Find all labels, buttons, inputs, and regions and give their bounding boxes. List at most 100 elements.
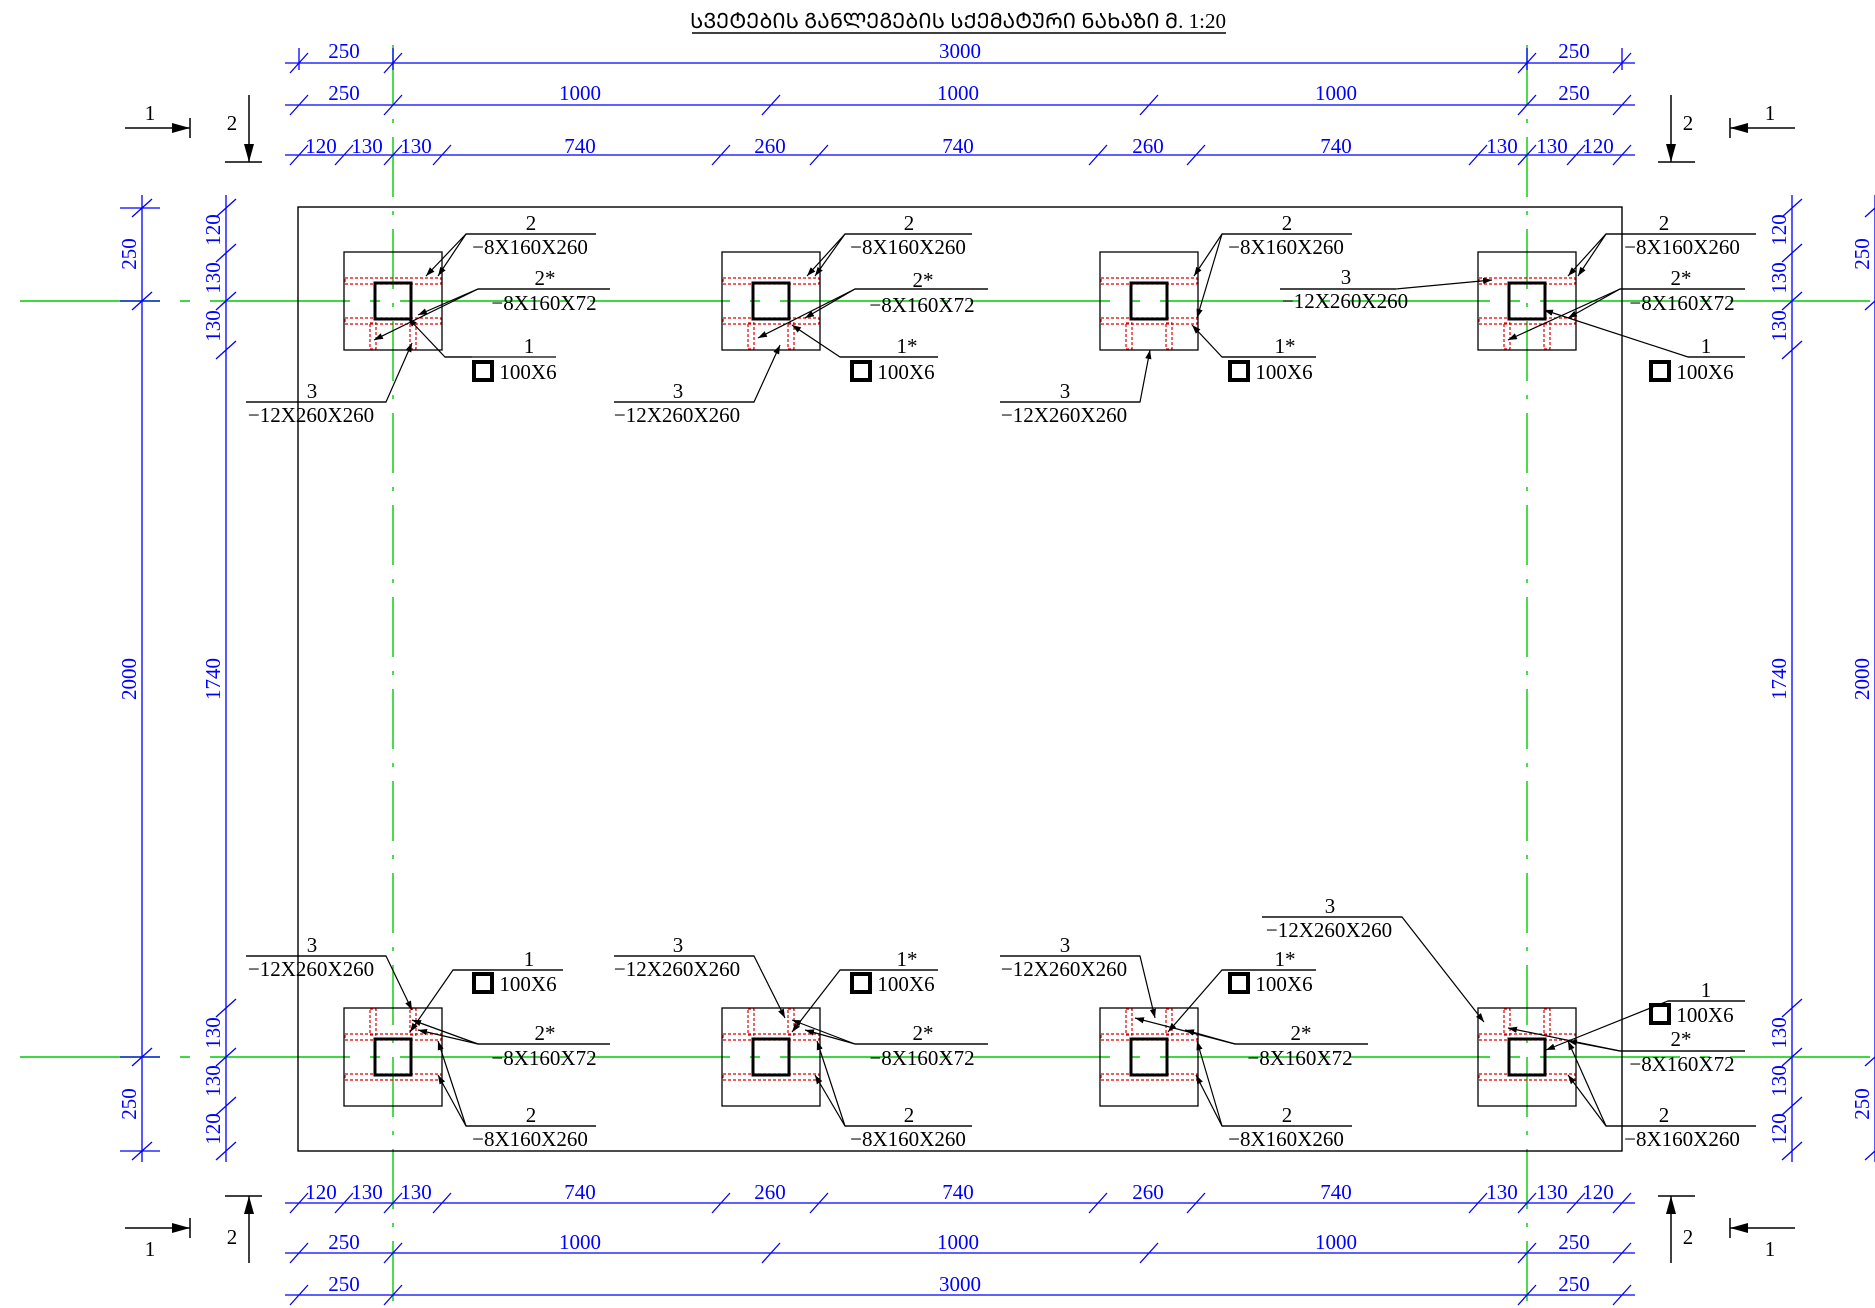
ann-n3-astar: 1* [1275,334,1296,358]
column-node-8 [1477,1007,1577,1107]
base-plate [1477,251,1577,351]
dim-span-3-top: 1000 [937,81,979,105]
dim-v-outer-right-3: 250 [1850,1088,1874,1120]
dim-detail-6-bottom: 740 [942,1180,974,1204]
ann-n8-plate72: −8X160X72 [1629,1052,1734,1076]
ann-n7-base: −12X260X260 [1001,957,1127,981]
ann-n2-bstar: 2* [913,268,934,292]
square-tube-icon [1649,1003,1671,1025]
dim-span-5-top: 250 [1558,81,1590,105]
ann-n7-b: 2 [1282,1103,1293,1127]
ticks-row-spans-top [289,94,1632,116]
dimension-text-vertical: 250 2000 250 120 130 130 1740 130 130 12… [117,214,1874,1145]
ann-n1-a: 1 [524,334,535,358]
square-tube-icon [850,360,872,382]
dim-detail-4-top: 740 [564,134,596,158]
dim-span-2-top: 1000 [559,81,601,105]
dimension-text-bottom: 120 130 130 740 260 740 260 740 130 130 … [305,1180,1614,1296]
ann-n1-tube-label: 100X6 [499,360,556,384]
ann-n7-tube-label: 100X6 [1255,972,1312,996]
square-tube-column [373,1037,413,1077]
dim-v-inner-right-6: 130 [1767,1065,1791,1097]
ann-n4-tube-label: 100X6 [1676,360,1733,384]
stiffener-plate-v-2 [1165,1008,1173,1036]
dim-detail-7-bottom: 260 [1132,1180,1164,1204]
ann-n4-base: −12X260X260 [1282,289,1408,313]
dim-detail-11-top: 120 [1582,134,1614,158]
dim-overall-right-top: 250 [1558,39,1590,63]
ann-n4-tube: 100X6 [1649,360,1734,384]
dim-v-inner-left-7: 120 [201,1113,225,1145]
ann-n7-astar: 1* [1275,947,1296,971]
dim-overall-mid-bottom: 3000 [939,1272,981,1296]
ticks-row-details-top [289,144,1632,166]
base-plate [343,251,443,351]
stiffener-plate-v-2 [787,322,795,350]
ticks-vertical-left-outer [120,198,160,1161]
ann-n7-tube: 100X6 [1228,972,1313,996]
dim-v-inner-left-4: 1740 [201,658,225,700]
dim-detail-10-top: 130 [1536,134,1568,158]
square-tube-icon [1228,972,1250,994]
ann-n6-base: −12X260X260 [614,957,740,981]
dim-detail-3-bottom: 130 [400,1180,432,1204]
base-plate [721,1007,821,1107]
square-tube-column [751,281,791,321]
base-plate [343,1007,443,1107]
ann-n1-tube: 100X6 [472,360,557,384]
ticks-row-overall-top [289,48,1632,74]
ann-n1-plate260: −8X160X260 [472,235,588,259]
square-tube-icon [850,972,872,994]
dim-v-inner-right-4: 1740 [1767,658,1791,700]
section-mark-1-top-left [125,118,191,138]
stiffener-plate-v-1 [369,1008,377,1036]
dim-detail-6-top: 740 [942,134,974,158]
dim-detail-10-bottom: 130 [1536,1180,1568,1204]
ann-n5-a: 1 [524,947,535,971]
ann-n6-tube: 100X6 [850,972,935,996]
ann-n6-plate260: −8X160X260 [850,1127,966,1151]
dim-overall-right-bottom: 250 [1558,1272,1590,1296]
stiffener-plate-v-1 [747,322,755,350]
dim-detail-8-bottom: 740 [1320,1180,1352,1204]
square-tube-icon [472,360,494,382]
section-label-1-bottom-right: 1 [1765,1237,1776,1261]
ann-n1-plate72: −8X160X72 [491,291,596,315]
ticks-vertical-left-inner [215,198,237,1161]
ann-n4-a: 1 [1701,334,1712,358]
dim-v-inner-right-2: 130 [1767,262,1791,294]
ann-n5-base: −12X260X260 [248,957,374,981]
column-node-3 [1099,251,1199,351]
section-mark-1-bottom-left [125,1218,191,1238]
dim-overall-left-bottom: 250 [328,1272,360,1296]
dim-span-3-bottom: 1000 [937,1230,979,1254]
dim-detail-8-top: 740 [1320,134,1352,158]
dim-detail-2-bottom: 130 [351,1180,383,1204]
ann-n1-base: −12X260X260 [248,403,374,427]
column-node-2 [721,251,821,351]
section-mark-2-top-left [225,95,262,163]
dim-detail-1-top: 120 [305,134,337,158]
stiffener-plate-v-2 [787,1008,795,1036]
dim-v-inner-left-3: 130 [201,310,225,342]
dim-span-4-top: 1000 [1315,81,1357,105]
ann-n8-base: −12X260X260 [1266,918,1392,942]
ann-n3-base: −12X260X260 [1001,403,1127,427]
ann-n5-tube-label: 100X6 [499,972,556,996]
ann-n5-c: 3 [307,933,318,957]
ann-n1-bstar: 2* [535,266,556,290]
dim-detail-2-top: 130 [351,134,383,158]
section-mark-2-bottom-left [225,1195,262,1263]
dim-v-inner-left-5: 130 [201,1017,225,1049]
dim-detail-9-top: 130 [1486,134,1518,158]
dim-span-5-bottom: 250 [1558,1230,1590,1254]
square-tube-icon [472,972,494,994]
ann-n8-bstar: 2* [1671,1027,1692,1051]
ann-n6-b: 2 [904,1103,915,1127]
axis-lines [20,45,1870,1305]
column-node-7 [1099,1007,1199,1107]
dim-detail-4-bottom: 740 [564,1180,596,1204]
ann-n7-bstar: 2* [1291,1021,1312,1045]
dim-v-inner-right-5: 130 [1767,1017,1791,1049]
